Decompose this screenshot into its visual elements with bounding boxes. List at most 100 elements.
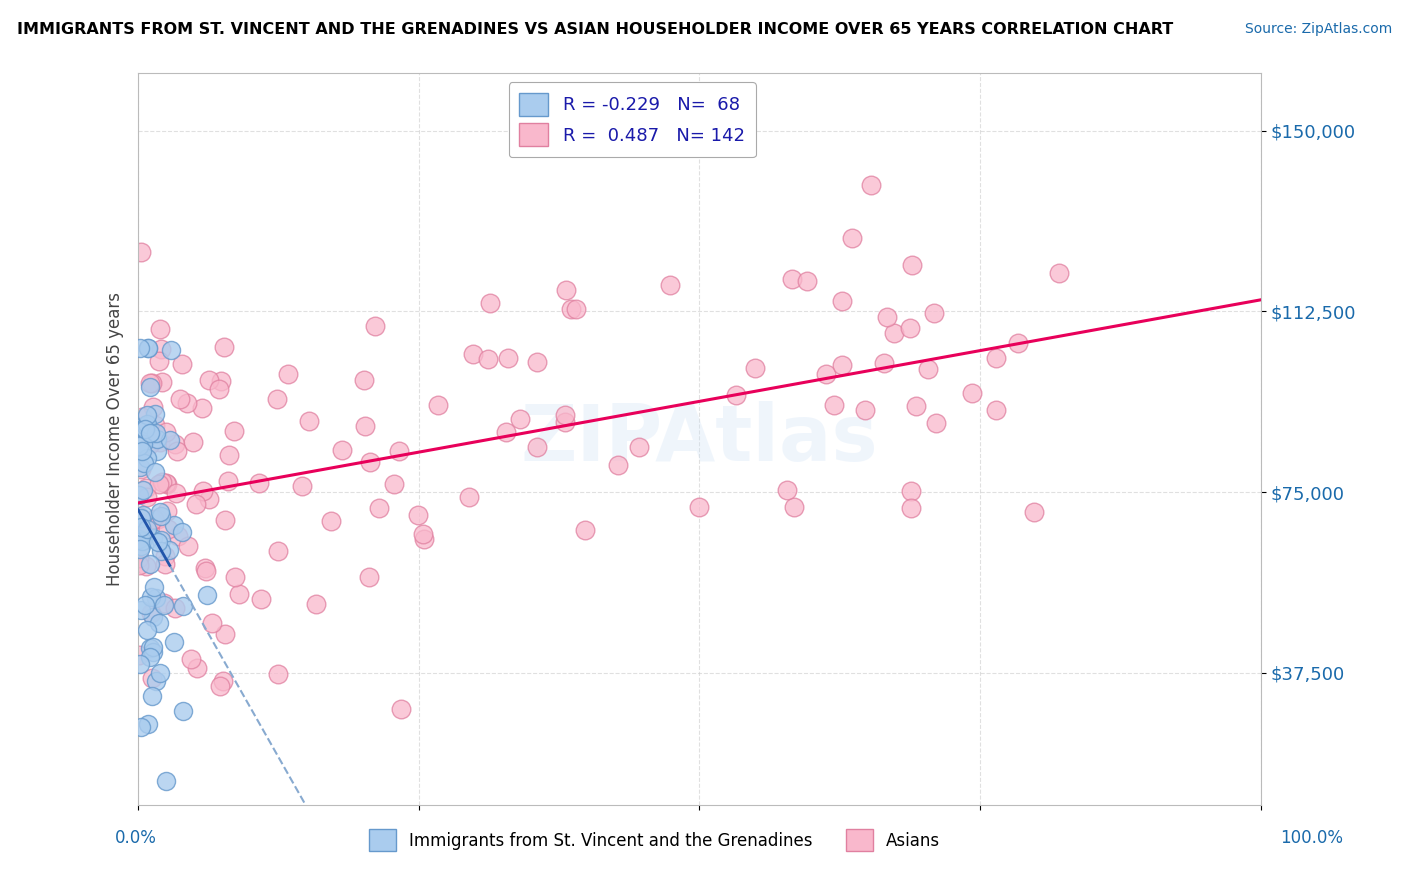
Point (172, 704, 194, 718)
Point (463, 347, 485, 361)
Point (166, 444, 188, 458)
Point (901, 258, 924, 272)
Point (135, 623, 157, 637)
Point (128, 487, 150, 501)
Point (228, 587, 250, 601)
Point (136, 341, 159, 355)
Point (135, 481, 157, 495)
Point (128, 532, 150, 546)
Point (267, 544, 290, 558)
Point (129, 536, 152, 550)
Point (166, 529, 188, 543)
Point (150, 475, 173, 489)
Point (277, 367, 299, 381)
Point (831, 294, 853, 309)
Point (138, 380, 160, 394)
Point (960, 386, 983, 401)
Point (155, 557, 177, 571)
Point (359, 455, 381, 469)
Point (146, 443, 169, 458)
Point (152, 599, 174, 613)
Point (853, 402, 876, 417)
Point (128, 648, 150, 662)
Point (1024, 505, 1046, 519)
Point (155, 549, 177, 564)
Point (364, 319, 387, 334)
Point (152, 596, 174, 610)
Point (224, 425, 246, 439)
Point (142, 401, 165, 415)
Text: Source: ZipAtlas.com: Source: ZipAtlas.com (1244, 22, 1392, 37)
Point (149, 505, 172, 519)
Point (815, 367, 838, 381)
Point (353, 418, 375, 433)
Point (149, 322, 172, 336)
Point (172, 358, 194, 372)
Point (198, 373, 221, 387)
Point (128, 341, 150, 355)
Point (129, 541, 152, 556)
Point (984, 351, 1007, 365)
Point (195, 588, 218, 602)
Point (925, 416, 948, 430)
Point (214, 340, 236, 354)
Point (138, 717, 160, 731)
Point (156, 522, 179, 536)
Point (141, 672, 163, 686)
Point (129, 511, 152, 525)
Point (128, 439, 150, 453)
Point (134, 559, 156, 574)
Point (224, 569, 246, 583)
Point (142, 580, 165, 594)
Point (214, 513, 236, 527)
Point (149, 665, 172, 680)
Point (141, 376, 163, 391)
Point (211, 673, 233, 688)
Point (298, 414, 321, 428)
Point (141, 606, 163, 620)
Point (554, 408, 576, 422)
Point (129, 539, 152, 553)
Point (876, 310, 898, 324)
Point (149, 435, 172, 450)
Point (368, 500, 391, 515)
Point (319, 514, 342, 528)
Point (780, 272, 803, 286)
Point (201, 616, 224, 631)
Point (900, 500, 922, 515)
Text: IMMIGRANTS FROM ST. VINCENT AND THE GRENADINES VS ASIAN HOUSEHOLDER INCOME OVER : IMMIGRANTS FROM ST. VINCENT AND THE GREN… (17, 22, 1173, 37)
Point (131, 420, 153, 434)
Point (218, 448, 240, 462)
Point (560, 302, 582, 317)
Point (139, 557, 162, 571)
Point (138, 437, 160, 451)
Point (135, 418, 157, 433)
Point (574, 523, 596, 537)
Point (495, 425, 517, 439)
Point (165, 486, 187, 500)
Point (883, 326, 905, 340)
Point (129, 462, 152, 476)
Point (688, 500, 710, 514)
Point (984, 403, 1007, 417)
Point (128, 558, 150, 573)
Legend: R = -0.229   N=  68, R =  0.487   N= 142: R = -0.229 N= 68, R = 0.487 N= 142 (509, 82, 755, 157)
Point (145, 674, 167, 689)
Text: ZIPAtlas: ZIPAtlas (520, 401, 879, 477)
Point (145, 425, 167, 440)
Point (873, 356, 896, 370)
Point (191, 401, 214, 416)
Point (796, 274, 818, 288)
Point (209, 679, 232, 693)
Point (134, 422, 156, 436)
Point (304, 597, 326, 611)
Point (186, 497, 208, 511)
Point (150, 343, 173, 357)
Point (141, 689, 163, 703)
Point (143, 408, 166, 422)
Point (554, 415, 576, 429)
Point (266, 392, 288, 406)
Point (191, 484, 214, 499)
Point (186, 661, 208, 675)
Point (129, 657, 152, 671)
